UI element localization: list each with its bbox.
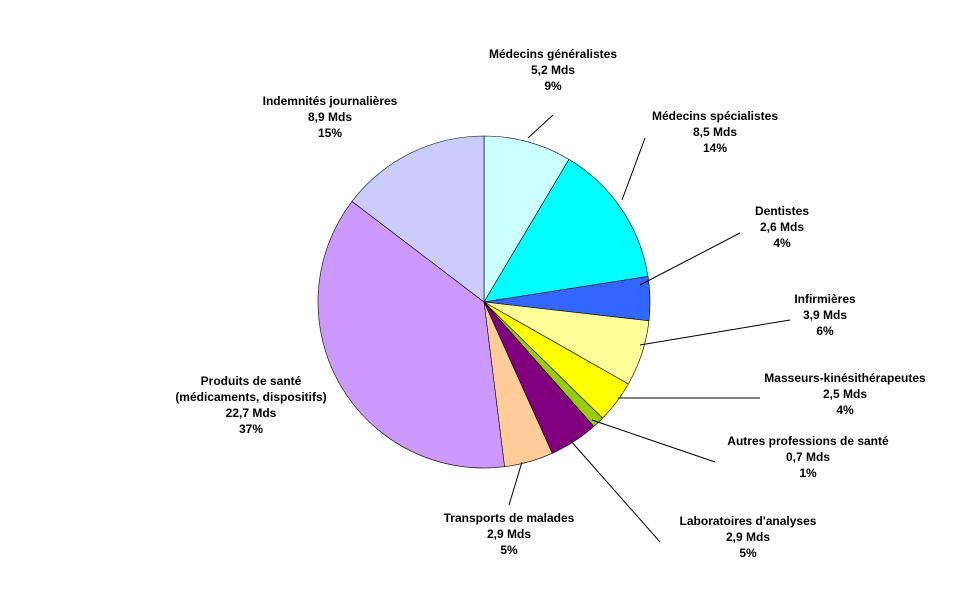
slice-label-line: Autres professions de santé <box>727 434 889 448</box>
slice-label-line: 15% <box>318 126 342 140</box>
slice-label-line: 4% <box>773 236 791 250</box>
pie-slice <box>351 135 485 303</box>
slice-label-line: 2,9 Mds <box>726 530 770 544</box>
slice-label-line: 5% <box>500 543 518 557</box>
slice-label-line: Laboratoires d'analyses <box>680 514 817 528</box>
slice-label-line: 1% <box>799 466 817 480</box>
slice-label: Médecins généralistes 5,2 Mds 9% <box>489 47 617 93</box>
leader-line <box>591 419 716 463</box>
slice-labels: Médecins généralistes 5,2 Mds 9% Médecins s… <box>175 47 926 560</box>
slice-label-line: 9% <box>544 79 562 93</box>
slice-label-line: 37% <box>239 422 263 436</box>
leader-line <box>621 137 646 201</box>
pie-slices <box>317 135 651 469</box>
slice-label-line: 2,5 Mds <box>823 387 867 401</box>
leader-lines <box>508 114 791 543</box>
slice-label-line: Masseurs-kinésithérapeutes <box>764 371 926 385</box>
slice-label: Dentistes 2,6 Mds 4% <box>755 204 809 250</box>
slice-label-line: 5% <box>739 546 757 560</box>
slice-label-line: 8,9 Mds <box>308 110 352 124</box>
slice-label-line: 5,2 Mds <box>531 63 575 77</box>
slice-label-line: 8,5 Mds <box>693 125 737 139</box>
leader-line <box>639 232 741 286</box>
slice-label-line: 22,7 Mds <box>226 406 277 420</box>
slice-label-line: Médecins généralistes <box>489 47 617 61</box>
slice-label-line: Dentistes <box>755 204 809 218</box>
slice-label: Infirmières 3,9 Mds 6% <box>794 292 856 338</box>
slice-label: Transports de malades 2,9 Mds 5% <box>444 511 575 557</box>
slice-label-line: Transports de malades <box>444 511 575 525</box>
slice-label-line: Indemnités journalières <box>263 94 398 108</box>
leader-line <box>527 114 554 139</box>
slice-label-line: 4% <box>836 403 854 417</box>
slice-label-line: 14% <box>703 141 727 155</box>
slice-label-line: 3,9 Mds <box>803 308 847 322</box>
pie-slice <box>483 135 570 304</box>
slice-label: Médecins spécialistes 8,5 Mds 14% <box>652 109 778 155</box>
slice-label-line: (médicaments, dispositifs) <box>175 390 326 404</box>
slice-label-line: 2,6 Mds <box>760 220 804 234</box>
slice-label-line: 6% <box>816 324 834 338</box>
slice-label: Autres professions de santé 0,7 Mds 1% <box>727 434 889 480</box>
slice-label-line: Produits de santé <box>201 374 302 388</box>
leader-line <box>508 461 523 506</box>
leader-line <box>639 319 791 346</box>
slice-label: Produits de santé (médicaments, dispositi… <box>175 374 326 436</box>
pie-slice <box>317 200 505 469</box>
slice-label-line: Médecins spécialistes <box>652 109 778 123</box>
leader-line <box>569 439 661 543</box>
slice-label: Indemnités journalières 8,9 Mds 15% <box>263 94 398 140</box>
slice-label-line: 2,9 Mds <box>487 527 531 541</box>
slice-label-line: 0,7 Mds <box>786 450 830 464</box>
pie-slice <box>483 158 649 303</box>
slice-label: Laboratoires d'analyses 2,9 Mds 5% <box>680 514 817 560</box>
slice-label: Masseurs-kinésithérapeutes 2,5 Mds 4% <box>764 371 926 417</box>
slice-label-line: Infirmières <box>794 292 856 306</box>
